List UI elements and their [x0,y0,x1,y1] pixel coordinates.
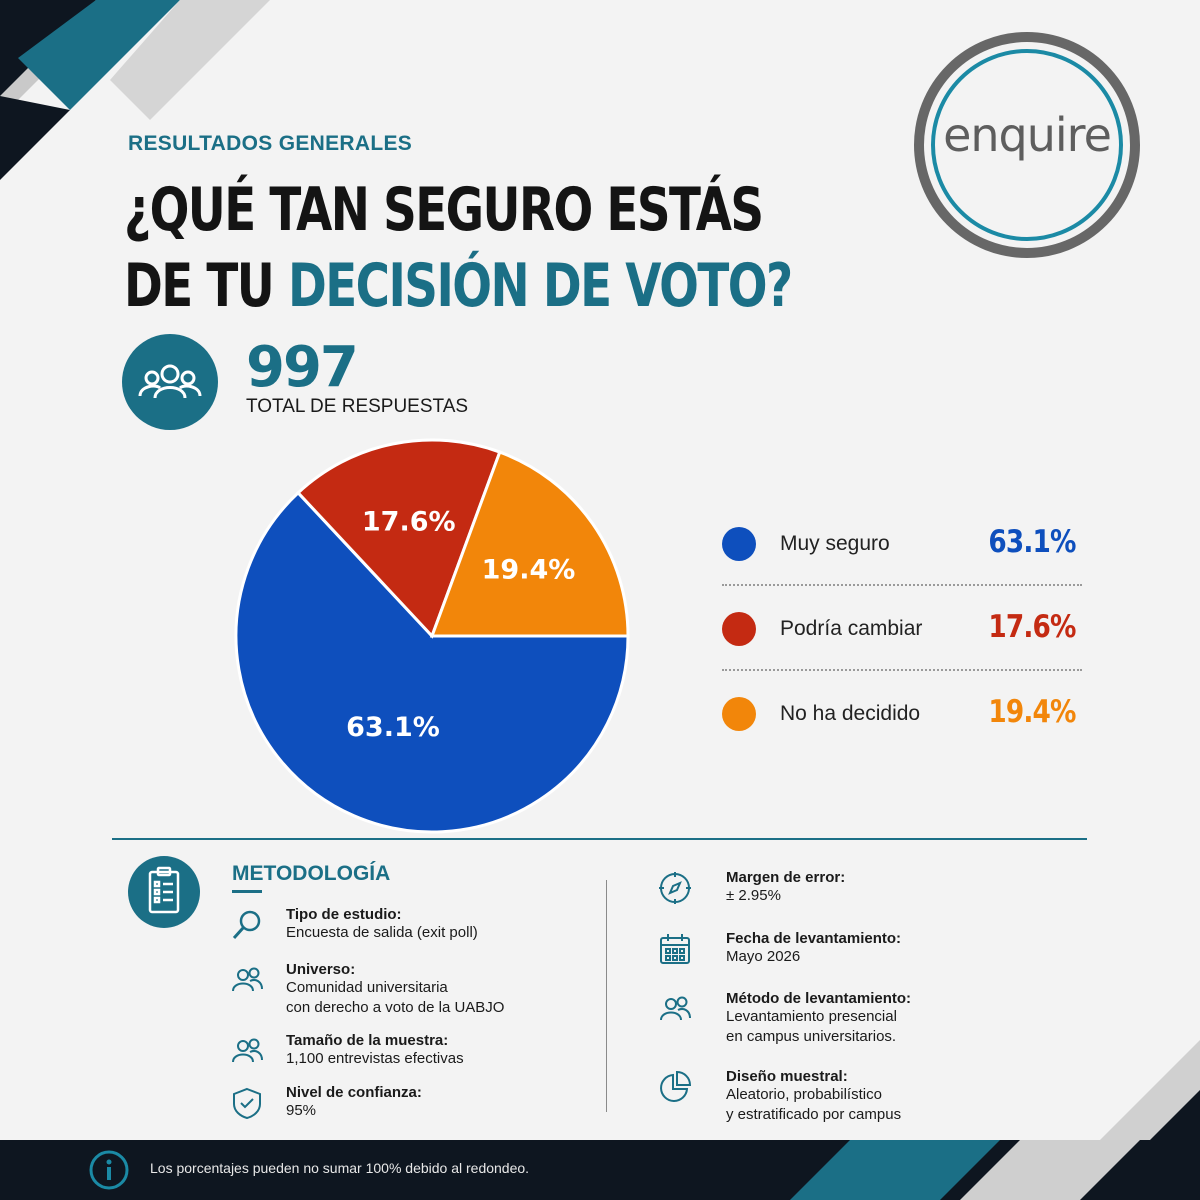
methodology-item: Tamaño de la muestra: 1,100 entrevistas e… [286,1032,464,1069]
methodology-item-text: Comunidad universitaria [286,979,448,996]
methodology-item-heading: Tamaño de la muestra: [286,1032,449,1049]
pie-chart: 63.1% 17.6% 19.4% [228,432,636,840]
magnifier-icon [230,908,264,942]
methodology-item-text: Levantamiento presencial [726,1008,897,1025]
methodology-item: Universo: Comunidad universitaria con dere… [286,961,504,1018]
methodology-item-text: y estratificado por campus [726,1106,902,1123]
group-icon [122,334,218,430]
people-icon [230,963,264,997]
page-title: ¿QUÉ TAN SEGURO ESTÁS DE TU DECISIÓN DE … [124,172,793,324]
legend-value: 19.4% [988,694,1077,730]
methodology-item: Nivel de confianza: 95% [286,1084,422,1121]
methodology-item: Margen de error: ± 2.95% [726,869,845,906]
methodology-column-divider [606,880,607,1112]
title-line-2-plain: DE TU [124,251,288,321]
methodology-item-text: 1,100 entrevistas efectivas [286,1050,464,1067]
methodology-item-text: 95% [286,1102,317,1119]
pie-slice-3 [429,450,630,638]
clipboard-icon [128,856,200,928]
total-responses-label: TOTAL DE RESPUESTAS [246,396,469,417]
pie-label-1: 63.1% [346,712,440,743]
methodology-item-heading: Diseño muestral: [726,1068,848,1085]
methodology-item-text: en campus universitarios. [726,1028,897,1045]
methodology-item-text: Encuesta de salida (exit poll) [286,924,478,941]
legend-item: Podría cambiar 17.6% [722,587,1082,671]
people-icon [230,1034,264,1068]
info-icon [88,1149,130,1191]
legend-item: No ha decidido 19.4% [722,672,1082,756]
brand-logo [912,30,1142,260]
methodology-underline [232,890,262,893]
methodology-item: Tipo de estudio: Encuesta de salida (exit… [286,906,478,943]
section-label: RESULTADOS GENERALES [128,132,413,155]
methodology-item-heading: Tipo de estudio: [286,906,402,923]
brand-logo-text: enquire [943,108,1112,162]
legend-swatch [722,697,756,731]
methodology-item-heading: Nivel de confianza: [286,1084,422,1101]
total-responses-value: 997 [246,335,359,400]
shield-check-icon [230,1086,264,1120]
methodology-item-text: ± 2.95% [726,887,781,904]
methodology-title: METODOLOGÍA [232,862,391,885]
methodology-item-text: Aleatorio, probabilístico [726,1086,882,1103]
pie-label-3: 19.4% [482,555,576,586]
title-line-2: DE TU DECISIÓN DE VOTO? [124,248,793,324]
methodology-item-heading: Margen de error: [726,869,846,886]
title-line-2-accent: DECISIÓN DE VOTO? [287,251,793,321]
legend-value: 17.6% [988,609,1077,645]
pie-slice-1 [234,490,630,834]
methodology-item-text: con derecho a voto de la UABJO [286,999,505,1016]
title-line-1: ¿QUÉ TAN SEGURO ESTÁS [124,175,764,245]
calendar-icon [658,932,692,966]
footer-note: Los porcentajes pueden no sumar 100% deb… [150,1160,530,1176]
legend-swatch [722,527,756,561]
methodology-item-heading: Método de levantamiento: [726,990,912,1007]
pie-chart-icon [658,1070,692,1104]
legend-label: Podría cambiar [780,617,923,640]
legend-swatch [722,612,756,646]
people-icon [658,992,692,1026]
section-divider [112,838,1087,840]
legend-item: Muy seguro 63.1% [722,502,1082,586]
pie-label-2: 17.6% [362,507,456,538]
methodology-item-text: Mayo 2026 [726,948,801,965]
footer-bar [0,1140,1200,1200]
methodology-item: Diseño muestral: Aleatorio, probabilístic… [726,1068,901,1125]
compass-icon [658,871,692,905]
methodology-item: Método de levantamiento: Levantamiento pr… [726,990,911,1047]
methodology-item: Fecha de levantamiento: Mayo 2026 [726,930,901,967]
legend-separator [722,584,1082,586]
methodology-item-heading: Fecha de levantamiento: [726,930,902,947]
legend-label: No ha decidido [780,702,921,725]
legend-value: 63.1% [988,524,1077,560]
legend-label: Muy seguro [780,532,890,555]
legend-separator [722,669,1082,671]
methodology-item-heading: Universo: [286,961,356,978]
